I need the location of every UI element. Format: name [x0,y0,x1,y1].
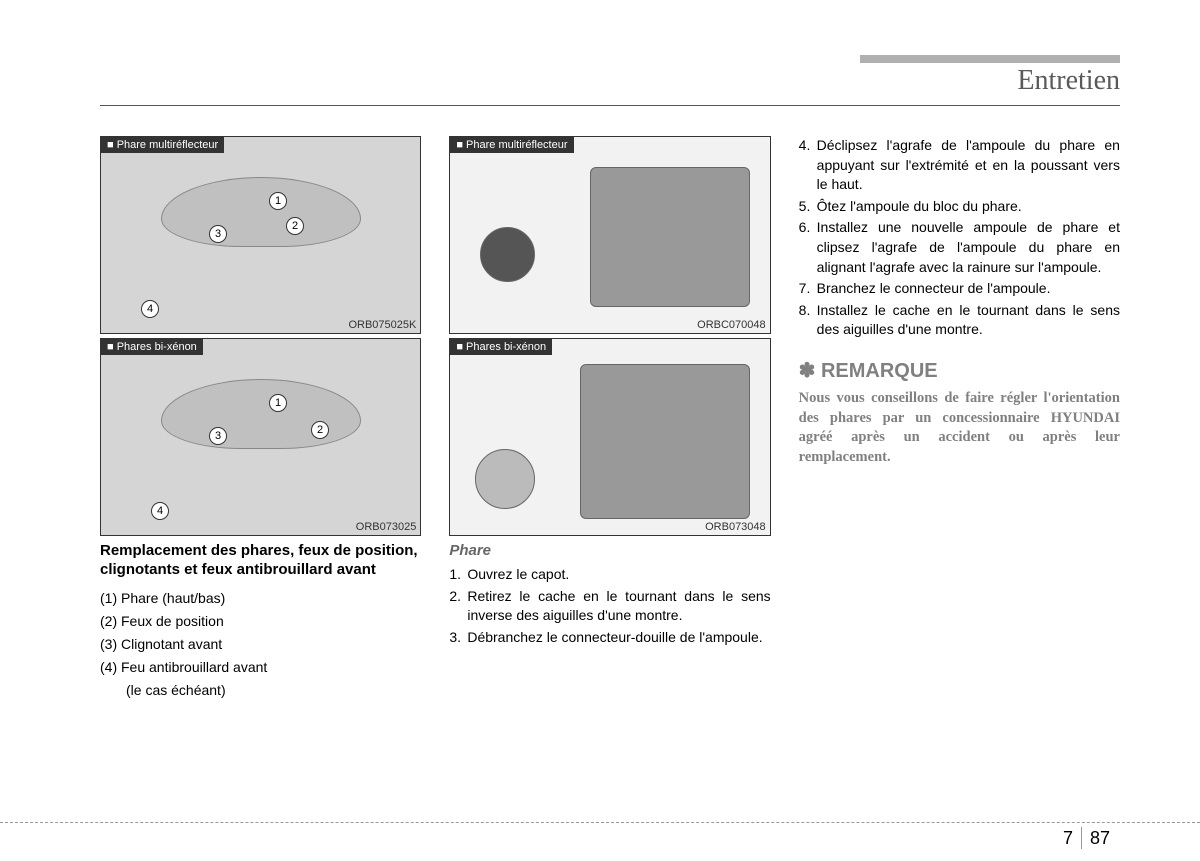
step-text: Ôtez l'ampoule du bloc du phare. [817,197,1120,217]
step-text: Branchez le connecteur de l'ampoule. [817,279,1120,299]
step-number: 4. [799,136,817,195]
headlight-illustration [161,379,361,449]
figure-label: ■ Phare multiréflecteur [101,137,224,153]
legend-item-sub: (le cas échéant) [100,680,421,701]
step-text: Ouvrez le capot. [467,565,770,585]
cap-illustration [480,227,535,282]
column-2: ■ Phare multiréflecteur ORBC070048 ■ Pha… [449,136,770,703]
subsection-heading: Phare [449,542,770,559]
callout-2: 2 [286,217,304,235]
figure-code: ORB075025K [348,319,416,331]
callout-1: 1 [269,192,287,210]
cap-illustration [475,449,535,509]
step-item: 2.Retirez le cache en le tournant dans l… [449,587,770,626]
section-heading: Remplacement des phares, feux de positio… [100,542,421,580]
remark-body: Nous vous conseillons de faire régler l'… [799,389,1120,467]
content-area: ■ Phare multiréflecteur 1 2 3 4 ORB07502… [100,136,1120,703]
step-number: 5. [799,197,817,217]
legend-list: (1) Phare (haut/bas) (2) Feux de positio… [100,588,421,701]
steps-list: 1.Ouvrez le capot. 2.Retirez le cache en… [449,565,770,647]
callout-4: 4 [151,502,169,520]
page-chapter: 7 [1063,828,1073,849]
step-item: 1.Ouvrez le capot. [449,565,770,585]
step-item: 7.Branchez le connecteur de l'ampoule. [799,279,1120,299]
step-text: Retirez le cache en le tournant dans le … [467,587,770,626]
column-1: ■ Phare multiréflecteur 1 2 3 4 ORB07502… [100,136,421,703]
legend-item: (1) Phare (haut/bas) [100,588,421,609]
step-number: 7. [799,279,817,299]
header-accent-bar [860,55,1120,63]
step-item: 3.Débranchez le connecteur-douille de l'… [449,628,770,648]
figure-front-multi: ■ Phare multiréflecteur 1 2 3 4 ORB07502… [100,136,421,334]
step-number: 2. [449,587,467,626]
step-text: Déclipsez l'agrafe de l'ampoule du phare… [817,136,1120,195]
page-header: Entretien [100,65,1120,97]
figure-code: ORB073025 [356,521,417,533]
callout-2: 2 [311,421,329,439]
step-item: 5.Ôtez l'ampoule du bloc du phare. [799,197,1120,217]
footer-rule [0,822,1200,823]
step-item: 4.Déclipsez l'agrafe de l'ampoule du pha… [799,136,1120,195]
figure-assembly-multi: ■ Phare multiréflecteur ORBC070048 [449,136,770,334]
step-number: 8. [799,301,817,340]
chapter-title: Entretien [1017,65,1120,97]
figure-label: ■ Phares bi-xénon [101,339,203,355]
figure-code: ORB073048 [705,521,766,533]
figure-label: ■ Phares bi-xénon [450,339,552,355]
remark-heading: ✽ REMARQUE [799,358,1120,383]
column-3: 4.Déclipsez l'agrafe de l'ampoule du pha… [799,136,1120,703]
callout-4: 4 [141,300,159,318]
callout-1: 1 [269,394,287,412]
step-text: Installez le cache en le tournant dans l… [817,301,1120,340]
page-num-value: 87 [1090,828,1110,849]
figure-assembly-bixenon: ■ Phares bi-xénon ORB073048 [449,338,770,536]
legend-item: (2) Feux de position [100,611,421,632]
step-item: 6.Installez une nouvelle ampoule de phar… [799,218,1120,277]
figure-code: ORBC070048 [697,319,766,331]
figure-label: ■ Phare multiréflecteur [450,137,573,153]
page-divider [1081,827,1082,849]
step-number: 6. [799,218,817,277]
step-text: Installez une nouvelle ampoule de phare … [817,218,1120,277]
step-item: 8.Installez le cache en le tournant dans… [799,301,1120,340]
figure-front-bixenon: ■ Phares bi-xénon 1 2 3 4 ORB073025 [100,338,421,536]
step-number: 3. [449,628,467,648]
legend-item: (4) Feu antibrouillard avant [100,657,421,678]
page-number: 7 87 [1063,827,1110,849]
assembly-illustration [580,364,750,519]
step-text: Débranchez le connecteur-douille de l'am… [467,628,770,648]
steps-list-cont: 4.Déclipsez l'agrafe de l'ampoule du pha… [799,136,1120,340]
legend-item: (3) Clignotant avant [100,634,421,655]
callout-3: 3 [209,225,227,243]
step-number: 1. [449,565,467,585]
assembly-illustration [590,167,750,307]
header-rule [100,105,1120,106]
headlight-illustration [161,177,361,247]
callout-3: 3 [209,427,227,445]
